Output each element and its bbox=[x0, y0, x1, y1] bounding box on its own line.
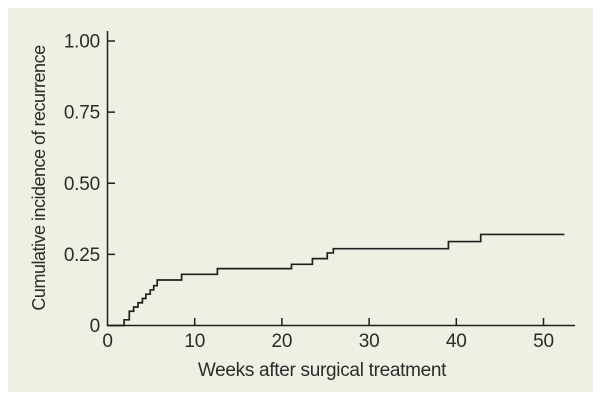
x-tick-label: 30 bbox=[359, 331, 380, 352]
incidence-step-curve bbox=[107, 233, 565, 327]
x-tick-label: 20 bbox=[272, 331, 293, 352]
x-tick-label: 0 bbox=[102, 331, 112, 352]
tick-labels: 0 10 20 30 40 50 0 0.25 0.50 0.75 1.00 bbox=[64, 32, 554, 353]
x-tick-label: 50 bbox=[533, 331, 554, 352]
y-tick-label: 1.00 bbox=[64, 32, 100, 53]
axes bbox=[106, 31, 575, 327]
curve-layer bbox=[107, 233, 565, 327]
y-tick-label: 0 bbox=[90, 316, 100, 337]
y-axis-title: Cumulative incidence of recurrence bbox=[29, 45, 49, 311]
x-tick-label: 40 bbox=[446, 331, 467, 352]
plot-panel bbox=[8, 8, 593, 392]
x-axis-title: Weeks after surgical treatment bbox=[198, 360, 447, 381]
y-tick-label: 0.75 bbox=[64, 103, 100, 124]
tick-marks bbox=[107, 40, 545, 326]
x-tick-label: 10 bbox=[184, 331, 205, 352]
y-tick-label: 0.50 bbox=[64, 174, 100, 195]
y-tick-label: 0.25 bbox=[64, 245, 100, 266]
